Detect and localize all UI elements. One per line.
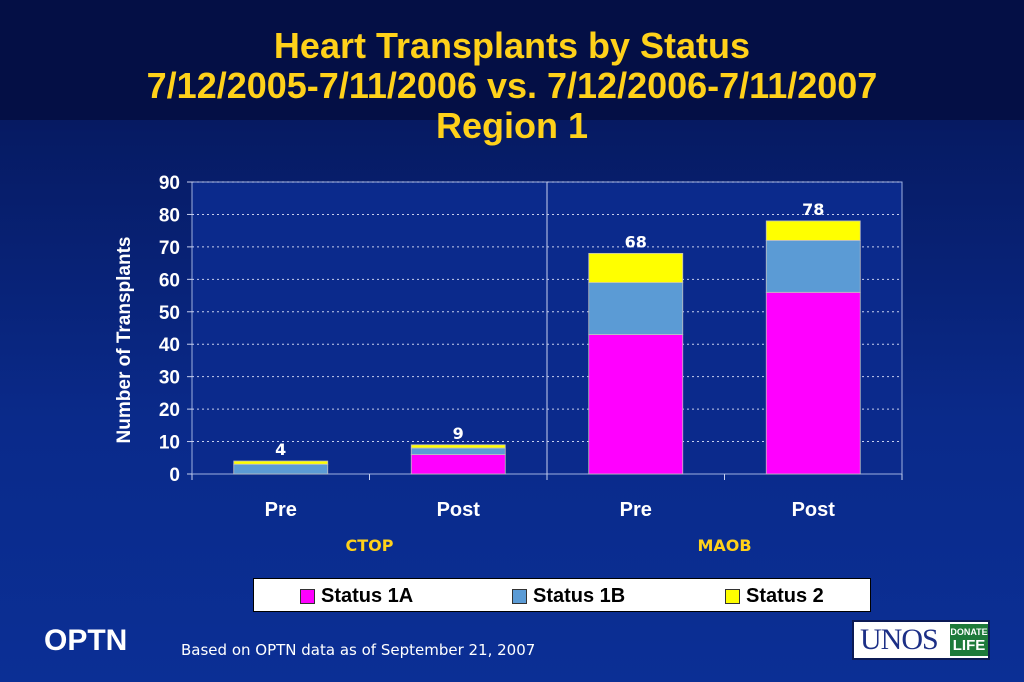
title-band (0, 0, 1024, 120)
legend-label-status-1a: Status 1A (321, 584, 414, 607)
y-tick-label: 60 (159, 270, 180, 291)
x-tick-label: Post (437, 499, 481, 521)
y-tick-label: 20 (159, 400, 180, 421)
donate-life-badge-top: DONATE (950, 627, 988, 637)
x-tick-label: Pre (265, 499, 297, 521)
x-tick-label: Post (792, 499, 836, 521)
y-tick-label: 0 (169, 465, 180, 486)
legend-swatch-status-1a (300, 588, 315, 604)
bar-total-label: 9 (453, 424, 464, 443)
bar-segment-status-1a (410, 454, 506, 475)
unos-logo-text: UNOS (860, 623, 939, 656)
legend-label-status-1b: Status 1B (533, 584, 626, 607)
bar-segment-status-1b (765, 239, 861, 293)
group-label: MAOB (697, 536, 751, 555)
legend-item-status-1b: Status 1B (512, 585, 625, 607)
bar-segment-status-1b (588, 282, 684, 335)
bar-segment-status-1b (233, 463, 329, 475)
y-tick-label: 70 (159, 238, 180, 259)
y-tick-label: 30 (159, 368, 180, 389)
bar-total-label: 4 (275, 440, 286, 459)
bar-segment-status-2 (765, 220, 861, 241)
bar-segment-status-1a (765, 291, 861, 475)
bar-segment-status-2 (410, 444, 506, 449)
donate-life-badge-bottom: LIFE (952, 637, 986, 654)
title-line-1: Heart Transplants by Status (273, 25, 751, 66)
group-label: CTOP (346, 536, 394, 555)
y-tick-label: 80 (159, 205, 180, 226)
x-tick-label: Pre (620, 499, 652, 521)
chart-legend: Status 1A Status 1B Status 2 (253, 578, 871, 612)
y-tick-label: 50 (159, 303, 180, 324)
unos-logo: UNOS DONATE LIFE (852, 620, 990, 660)
legend-label-status-2: Status 2 (746, 584, 824, 607)
y-axis-label: Number of Transplants (114, 237, 135, 444)
y-tick-label: 40 (159, 335, 180, 356)
optn-brand: OPTN (44, 624, 128, 657)
bar-segment-status-1a (588, 334, 684, 475)
data-source-note: Based on OPTN data as of September 21, 2… (181, 641, 536, 659)
legend-item-status-2: Status 2 (725, 585, 824, 607)
bar-total-label: 78 (802, 200, 824, 219)
bar-total-label: 68 (625, 232, 647, 251)
y-tick-label: 90 (159, 173, 180, 194)
y-tick-label: 10 (159, 433, 180, 454)
legend-swatch-status-2 (725, 588, 740, 604)
legend-item-status-1a: Status 1A (300, 585, 413, 607)
donate-life-badge: DONATE LIFE (950, 624, 988, 656)
bar-segment-status-2 (233, 460, 329, 465)
bar-segment-status-1b (410, 447, 506, 455)
bar-segment-status-2 (588, 252, 684, 283)
title-line-2: 7/12/2005-7/11/2006 vs. 7/12/2006-7/11/2… (146, 65, 878, 106)
chart-title: Heart Transplants by Status 7/12/2005-7/… (0, 26, 1024, 146)
title-line-3: Region 1 (435, 105, 588, 146)
legend-swatch-status-1b (512, 588, 527, 604)
